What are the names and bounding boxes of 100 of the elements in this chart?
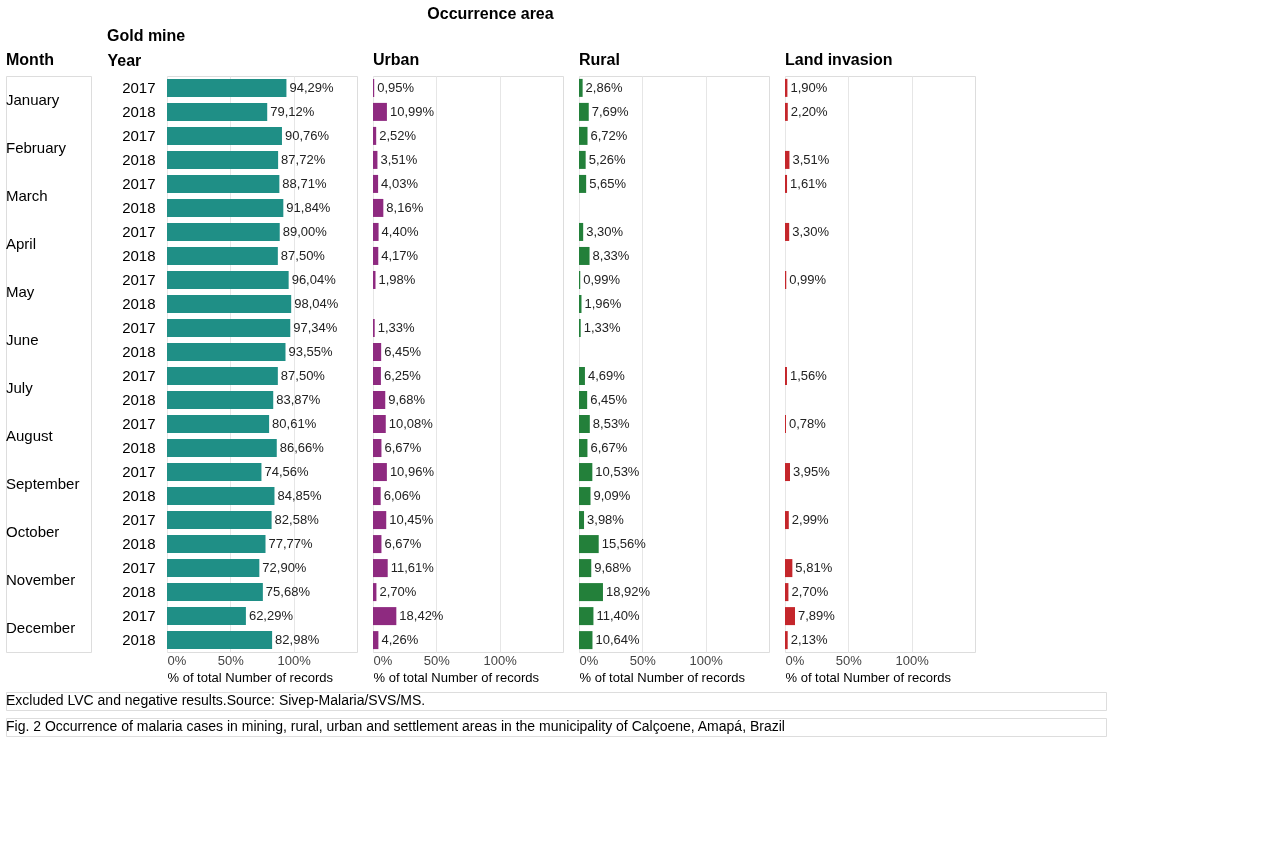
data-label: 2,99% <box>791 512 830 528</box>
y-tick-label: 2018 <box>122 342 156 360</box>
x-tick-label: 100% <box>483 652 518 668</box>
caption: Fig. 2 Occurrence of malaria cases in mining, rural, urban and settlement areas in the municipality of Calçoene, Amapá, Brazil <box>6 718 785 734</box>
text: Month <box>6 51 54 68</box>
data-label: 3,98% <box>587 512 625 528</box>
text: December <box>6 619 76 636</box>
chart-title: Gold mine <box>107 27 186 44</box>
chart-title: Rural <box>579 51 620 68</box>
x-tick-label: 100% <box>277 652 312 668</box>
x-tick-label: 50% <box>629 652 657 668</box>
y-tick-label: 2017 <box>122 463 156 481</box>
data-label: 7,89% <box>797 608 836 624</box>
data-label: 87,50% <box>280 247 326 263</box>
data-label: 80,61% <box>272 416 317 432</box>
data-label: 86,66% <box>279 440 325 456</box>
data-label: 2,52% <box>379 127 417 143</box>
data-label: 10,96% <box>389 464 435 480</box>
data-label: 83,87% <box>276 392 321 408</box>
y-tick-label: 2018 <box>122 535 156 553</box>
data-label: 6,67% <box>384 440 422 456</box>
data-label: 1,56% <box>789 368 828 384</box>
data-label: 4,26% <box>381 632 419 648</box>
y-tick-label: 2018 <box>122 294 156 312</box>
y-tick-label: 2017 <box>122 222 156 240</box>
data-label: 6,45% <box>590 392 628 408</box>
x-tick-label: 0% <box>579 652 599 668</box>
data-label: 3,30% <box>792 223 830 239</box>
y-tick-label: 2017 <box>122 511 156 529</box>
data-label: 2,13% <box>790 632 828 648</box>
data-label: 97,34% <box>293 319 338 335</box>
data-label: 72,90% <box>262 560 307 576</box>
y-tick-label: 2017 <box>122 559 156 577</box>
data-label: 7,69% <box>591 103 630 119</box>
data-label: 1,33% <box>377 319 415 335</box>
data-label: 3,51% <box>380 151 418 167</box>
data-label: 2,70% <box>791 584 829 600</box>
data-label: 11,40% <box>596 608 641 624</box>
y-tick-label: 2017 <box>122 270 156 288</box>
y-tick-label: 2017 <box>122 367 156 385</box>
text: Occurrence area <box>427 4 554 22</box>
data-label: 9,68% <box>388 392 426 408</box>
text: June <box>6 331 39 348</box>
data-label: 6,45% <box>384 343 422 359</box>
x-axis-title: % of total Number of records <box>785 669 952 685</box>
data-label: 87,50% <box>280 368 326 384</box>
y-tick-label: 2018 <box>122 583 156 601</box>
data-label: 10,53% <box>595 464 640 480</box>
data-label: 0,99% <box>583 271 621 287</box>
data-label: 6,25% <box>383 368 422 384</box>
data-label: 8,53% <box>592 416 631 432</box>
data-label: 6,67% <box>384 536 422 552</box>
data-label: 1,33% <box>583 319 621 335</box>
data-label: 74,56% <box>264 464 309 480</box>
text: April <box>6 235 37 252</box>
y-tick-label: 2017 <box>122 607 156 625</box>
data-label: 6,72% <box>590 127 628 143</box>
x-tick-label: 100% <box>689 652 724 668</box>
y-tick-label: 2018 <box>122 391 156 409</box>
text: Year <box>107 51 142 69</box>
x-tick-label: 50% <box>217 652 245 668</box>
data-label: 1,96% <box>584 295 622 311</box>
data-label: 5,81% <box>795 560 833 576</box>
y-tick-label: 2018 <box>122 150 156 168</box>
data-label: 0,99% <box>789 271 827 287</box>
data-label: 75,68% <box>265 584 311 600</box>
chart-title: Urban <box>373 51 420 68</box>
x-tick-label: 50% <box>835 652 863 668</box>
y-tick-label: 2018 <box>122 198 156 216</box>
data-label: 77,77% <box>268 536 314 552</box>
data-label: 3,30% <box>586 223 624 239</box>
y-tick-label: 2018 <box>122 439 156 457</box>
data-label: 15,56% <box>601 536 647 552</box>
data-label: 9,09% <box>593 488 631 504</box>
text: September <box>6 475 80 492</box>
x-tick-label: 100% <box>895 652 930 668</box>
data-label: 6,06% <box>383 488 421 504</box>
data-label: 82,98% <box>275 632 320 648</box>
data-label: 18,42% <box>399 608 444 624</box>
data-label: 10,64% <box>595 632 641 648</box>
data-label: 87,72% <box>281 151 326 167</box>
data-label: 4,40% <box>381 223 419 239</box>
data-label: 5,26% <box>588 151 626 167</box>
y-tick-label: 2018 <box>122 631 156 649</box>
data-label: 8,33% <box>592 247 630 263</box>
data-label: 94,29% <box>289 79 334 95</box>
text: July <box>6 379 34 396</box>
data-label: 4,03% <box>381 175 419 191</box>
x-tick-label: 0% <box>167 652 187 668</box>
x-tick-label: 50% <box>423 652 451 668</box>
x-tick-label: 0% <box>785 652 805 668</box>
data-label: 4,17% <box>381 247 419 263</box>
x-axis-title: % of total Number of records <box>373 669 540 685</box>
data-label: 91,84% <box>286 199 331 215</box>
y-tick-label: 2018 <box>122 487 156 505</box>
data-label: 4,69% <box>587 368 626 384</box>
y-tick-label: 2017 <box>122 78 156 96</box>
data-label: 62,29% <box>248 608 294 624</box>
data-label: 3,95% <box>793 464 831 480</box>
data-label: 90,76% <box>284 127 330 143</box>
